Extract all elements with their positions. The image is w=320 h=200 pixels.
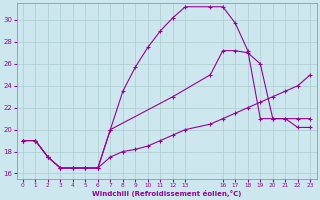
X-axis label: Windchill (Refroidissement éolien,°C): Windchill (Refroidissement éolien,°C) xyxy=(92,190,241,197)
